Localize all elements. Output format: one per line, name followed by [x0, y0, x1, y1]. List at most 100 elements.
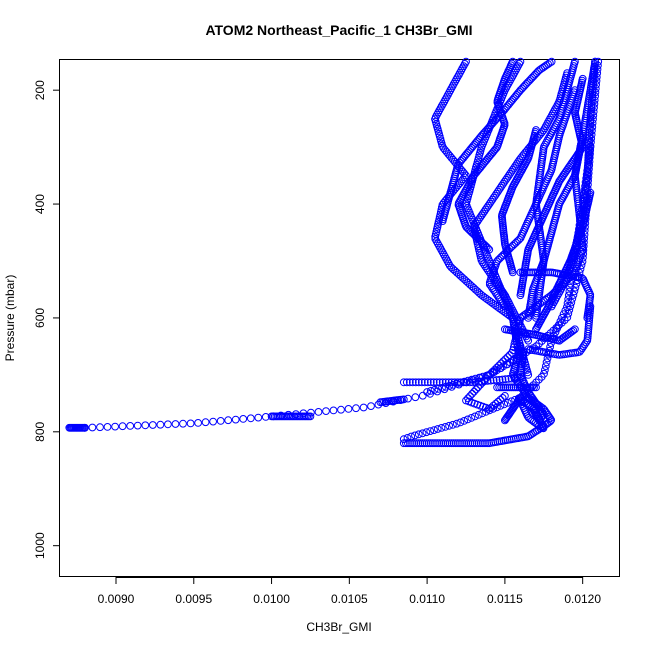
data-point — [493, 403, 501, 412]
data-point — [483, 203, 491, 212]
data-point — [582, 179, 591, 188]
data-point — [479, 209, 487, 218]
data-point — [549, 125, 558, 134]
data-point — [476, 213, 485, 222]
data-point — [497, 181, 506, 190]
data-point — [586, 110, 595, 119]
data-point — [430, 386, 439, 394]
data-point — [399, 395, 408, 404]
data-point — [407, 432, 416, 441]
data-point — [431, 235, 440, 243]
data-point — [588, 93, 597, 101]
data-point — [589, 78, 598, 86]
y-tick-label: 200 — [33, 80, 47, 100]
data-point — [508, 57, 517, 66]
data-point — [542, 358, 551, 367]
data-point — [410, 439, 419, 448]
data-point — [532, 383, 540, 392]
data-point — [492, 376, 501, 384]
data-point — [541, 362, 550, 371]
data-point — [582, 184, 590, 193]
data-point — [540, 369, 548, 378]
data-point — [579, 342, 588, 351]
data-point — [566, 283, 574, 292]
data-point — [501, 375, 510, 384]
data-point — [532, 378, 540, 387]
data-point — [126, 422, 135, 430]
data-point — [561, 306, 570, 315]
data-point — [493, 383, 502, 392]
data-point — [582, 176, 591, 185]
data-point — [471, 412, 479, 421]
data-point — [449, 380, 458, 389]
data-point — [585, 128, 594, 137]
data-point — [546, 113, 555, 122]
data-point — [486, 370, 495, 378]
data-point — [441, 382, 450, 391]
y-tick-label: 1000 — [33, 532, 47, 559]
data-point — [487, 282, 496, 291]
data-point — [460, 173, 469, 182]
data-point — [501, 355, 510, 364]
data-point — [426, 427, 435, 436]
data-point — [588, 88, 597, 96]
data-point — [541, 140, 549, 149]
data-point — [468, 229, 477, 237]
data-point — [111, 422, 119, 431]
data-point — [434, 385, 443, 393]
data-point — [499, 179, 508, 188]
data-point — [560, 316, 569, 325]
data-point — [479, 439, 487, 448]
data-point — [488, 195, 497, 204]
data-point — [579, 253, 587, 262]
data-point — [482, 264, 491, 273]
data-point — [591, 57, 599, 66]
data-point — [445, 439, 454, 448]
data-point — [414, 378, 423, 387]
data-point — [433, 439, 442, 448]
y-tick-label: 800 — [33, 421, 47, 441]
data-point — [590, 73, 598, 81]
data-point — [544, 418, 553, 427]
data-point — [460, 439, 469, 448]
data-point — [474, 234, 482, 243]
data-point — [456, 418, 465, 427]
data-point — [586, 113, 595, 122]
data-point — [589, 83, 597, 91]
data-point — [464, 376, 472, 385]
data-point — [471, 374, 480, 383]
data-point — [179, 419, 187, 428]
data-point — [484, 201, 493, 210]
data-point — [546, 131, 555, 139]
data-point — [532, 325, 540, 334]
data-point — [559, 310, 568, 319]
data-point — [533, 414, 542, 422]
data-point — [478, 409, 487, 418]
data-point — [590, 62, 599, 71]
data-point — [516, 57, 525, 66]
data-point — [423, 378, 432, 387]
data-point — [429, 378, 438, 387]
data-point — [479, 240, 488, 248]
data-point — [501, 392, 509, 400]
data-point — [495, 185, 504, 194]
data-point — [583, 166, 592, 175]
data-point — [503, 383, 512, 392]
data-point — [474, 383, 483, 392]
data-point — [306, 412, 315, 421]
data-point — [470, 439, 479, 448]
data-point — [569, 326, 578, 335]
data-point — [495, 375, 504, 384]
data-point — [352, 404, 360, 413]
data-point — [459, 175, 467, 184]
data-point — [497, 383, 506, 392]
data-point — [474, 439, 483, 448]
data-point — [485, 199, 494, 208]
data-point — [583, 169, 592, 178]
data-point — [554, 321, 563, 329]
data-point — [563, 303, 571, 311]
data-point — [141, 421, 150, 430]
data-point — [508, 166, 517, 174]
data-point — [171, 420, 180, 428]
